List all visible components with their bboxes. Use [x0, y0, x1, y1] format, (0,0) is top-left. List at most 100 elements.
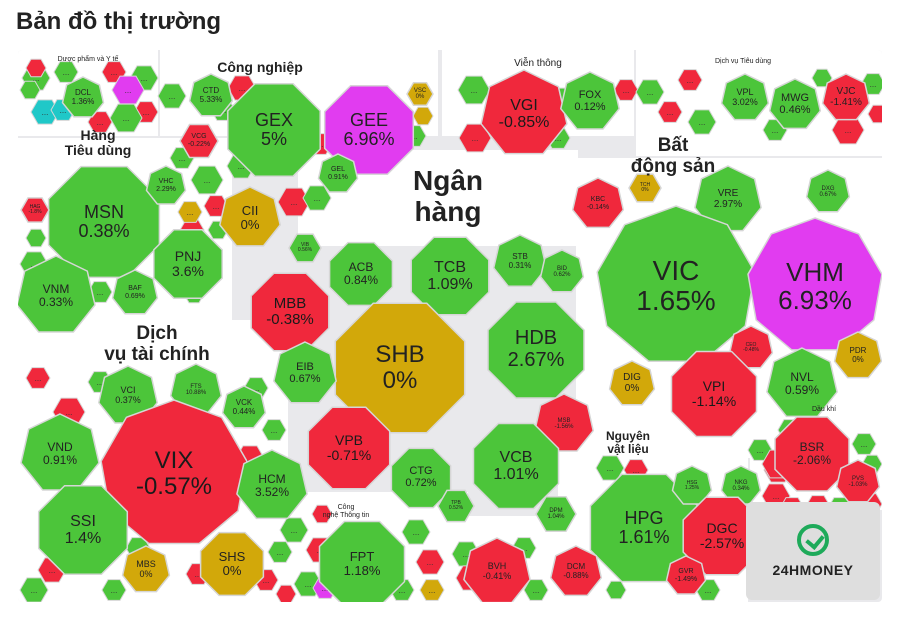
stock-cell-tpb[interactable]: [437, 489, 475, 523]
stock-cell-bsr[interactable]: [774, 416, 850, 492]
stock-cell-vcg[interactable]: [179, 123, 219, 159]
ellipsis-text: ...: [66, 408, 73, 417]
ellipsis-text: ...: [239, 84, 246, 93]
stock-cell-dcl[interactable]: [61, 76, 105, 118]
stock-cell-vic[interactable]: [596, 205, 756, 362]
stock-cell-mwg[interactable]: [768, 78, 822, 130]
small-stock-cell[interactable]: [25, 58, 47, 78]
stock-cell-vhc[interactable]: [145, 165, 187, 205]
stock-cell-vix[interactable]: [100, 399, 248, 545]
stock-cell-baf[interactable]: [111, 269, 159, 315]
small-stock-cell[interactable]: [401, 519, 431, 545]
sector-label-dich-vu-tai-chinh: Dịch vụ tài chính: [104, 323, 210, 365]
stock-cell-shs[interactable]: [199, 531, 265, 597]
stock-cell-msb[interactable]: [533, 393, 595, 452]
small-stock-cell[interactable]: [419, 579, 445, 601]
stock-cell-hsg[interactable]: [671, 465, 713, 505]
small-stock-cell[interactable]: [267, 541, 293, 563]
small-stock-cell[interactable]: [657, 101, 683, 123]
stock-cell-pvs[interactable]: [835, 459, 881, 503]
stock-cell-fpt[interactable]: [318, 520, 406, 603]
small-stock-cell[interactable]: [275, 584, 297, 602]
ellipsis-text: ...: [647, 88, 654, 97]
stock-cell-dig[interactable]: [608, 360, 656, 406]
ellipsis-text: ...: [60, 106, 67, 115]
stock-cell-vpl[interactable]: [720, 73, 770, 121]
small-stock-cell[interactable]: [157, 83, 187, 109]
ellipsis-text: ...: [213, 202, 220, 211]
stock-cell-vgi[interactable]: [480, 69, 568, 155]
small-stock-cell[interactable]: [851, 433, 877, 455]
small-stock-cell[interactable]: [458, 123, 492, 153]
small-stock-cell[interactable]: [101, 579, 127, 601]
stock-cell-vjc[interactable]: [821, 73, 871, 121]
stock-cell-gvr[interactable]: [665, 555, 707, 595]
stock-cell-hdb[interactable]: [487, 301, 585, 399]
small-stock-cell[interactable]: [677, 69, 703, 91]
stock-cell-mbs[interactable]: [121, 545, 171, 593]
stock-cell-vpi[interactable]: [670, 350, 758, 438]
stock-cell-pnj[interactable]: [153, 229, 223, 299]
stock-cell-acb[interactable]: [328, 241, 394, 307]
ellipsis-text: ...: [322, 584, 329, 593]
stock-cell-vck[interactable]: [221, 385, 267, 429]
small-stock-cell[interactable]: [19, 80, 41, 100]
ellipsis-text: ...: [305, 580, 312, 589]
ellipsis-text: ...: [31, 260, 38, 269]
small-stock-cell[interactable]: [190, 165, 224, 195]
market-heatmap: ........................................…: [18, 50, 882, 602]
stock-cell-ceo[interactable]: [728, 325, 774, 369]
stock-cell-cii[interactable]: [218, 186, 282, 247]
small-stock-cell[interactable]: [867, 104, 882, 124]
stock-cell-hag[interactable]: [20, 197, 50, 223]
ellipsis-text: ...: [399, 586, 406, 595]
ellipsis-text: ...: [667, 108, 674, 117]
small-stock-cell[interactable]: [25, 228, 47, 248]
stock-cell-ctg[interactable]: [390, 447, 452, 509]
ellipsis-text: ...: [49, 566, 56, 575]
small-stock-cell[interactable]: [311, 504, 333, 524]
small-stock-cell[interactable]: [595, 455, 625, 481]
stock-cell-stb[interactable]: [492, 234, 548, 288]
small-stock-cell[interactable]: [302, 185, 332, 211]
stock-cell-fox[interactable]: [559, 71, 621, 130]
stock-cell-pdr[interactable]: [833, 331, 882, 379]
stock-cell-hcm[interactable]: [236, 449, 308, 520]
stock-cell-dxg[interactable]: [805, 169, 851, 213]
stock-cell-bid[interactable]: [539, 249, 585, 293]
stock-cell-ssi[interactable]: [37, 484, 129, 576]
stock-cell-vib[interactable]: [288, 233, 322, 263]
ellipsis-text: ...: [125, 86, 132, 95]
small-stock-cell[interactable]: [177, 201, 203, 223]
ellipsis-text: ...: [31, 586, 38, 595]
stock-cell-vnm[interactable]: [18, 255, 96, 333]
small-stock-cell[interactable]: [605, 580, 627, 600]
stock-cell-vpb[interactable]: [307, 406, 391, 490]
small-stock-cell[interactable]: [261, 419, 287, 441]
small-stock-cell[interactable]: [687, 109, 717, 135]
small-stock-cell[interactable]: [635, 79, 665, 105]
sector-label-dau-khi: Dầu khí: [811, 406, 837, 413]
stock-cell-mbb[interactable]: [250, 272, 330, 352]
ellipsis-text: ...: [263, 576, 270, 585]
stock-cell-gex[interactable]: [227, 83, 321, 177]
ellipsis-text: ...: [757, 446, 764, 455]
stock-cell-kbc[interactable]: [571, 177, 625, 229]
stock-cell-ctd[interactable]: [188, 73, 234, 117]
stock-cell-vsc[interactable]: [406, 81, 434, 107]
stock-cell-vhm[interactable]: [747, 217, 882, 351]
stock-cell-gel[interactable]: [317, 153, 359, 193]
stock-cell-eib[interactable]: [272, 341, 338, 404]
stock-cell-dcm[interactable]: [549, 545, 603, 597]
small-stock-cell[interactable]: [25, 367, 51, 389]
small-stock-cell[interactable]: [53, 61, 79, 83]
stock-cell-dpm[interactable]: [535, 495, 577, 533]
stock-cell-vcb[interactable]: [472, 422, 560, 510]
small-stock-cell[interactable]: [412, 106, 434, 126]
small-stock-cell[interactable]: [415, 549, 445, 575]
stock-cell-bvh[interactable]: [463, 537, 531, 602]
small-stock-cell[interactable]: [109, 103, 143, 133]
small-stock-cell[interactable]: [19, 577, 49, 602]
stock-cell-tch[interactable]: [628, 173, 662, 203]
ellipsis-text: ...: [870, 80, 877, 89]
